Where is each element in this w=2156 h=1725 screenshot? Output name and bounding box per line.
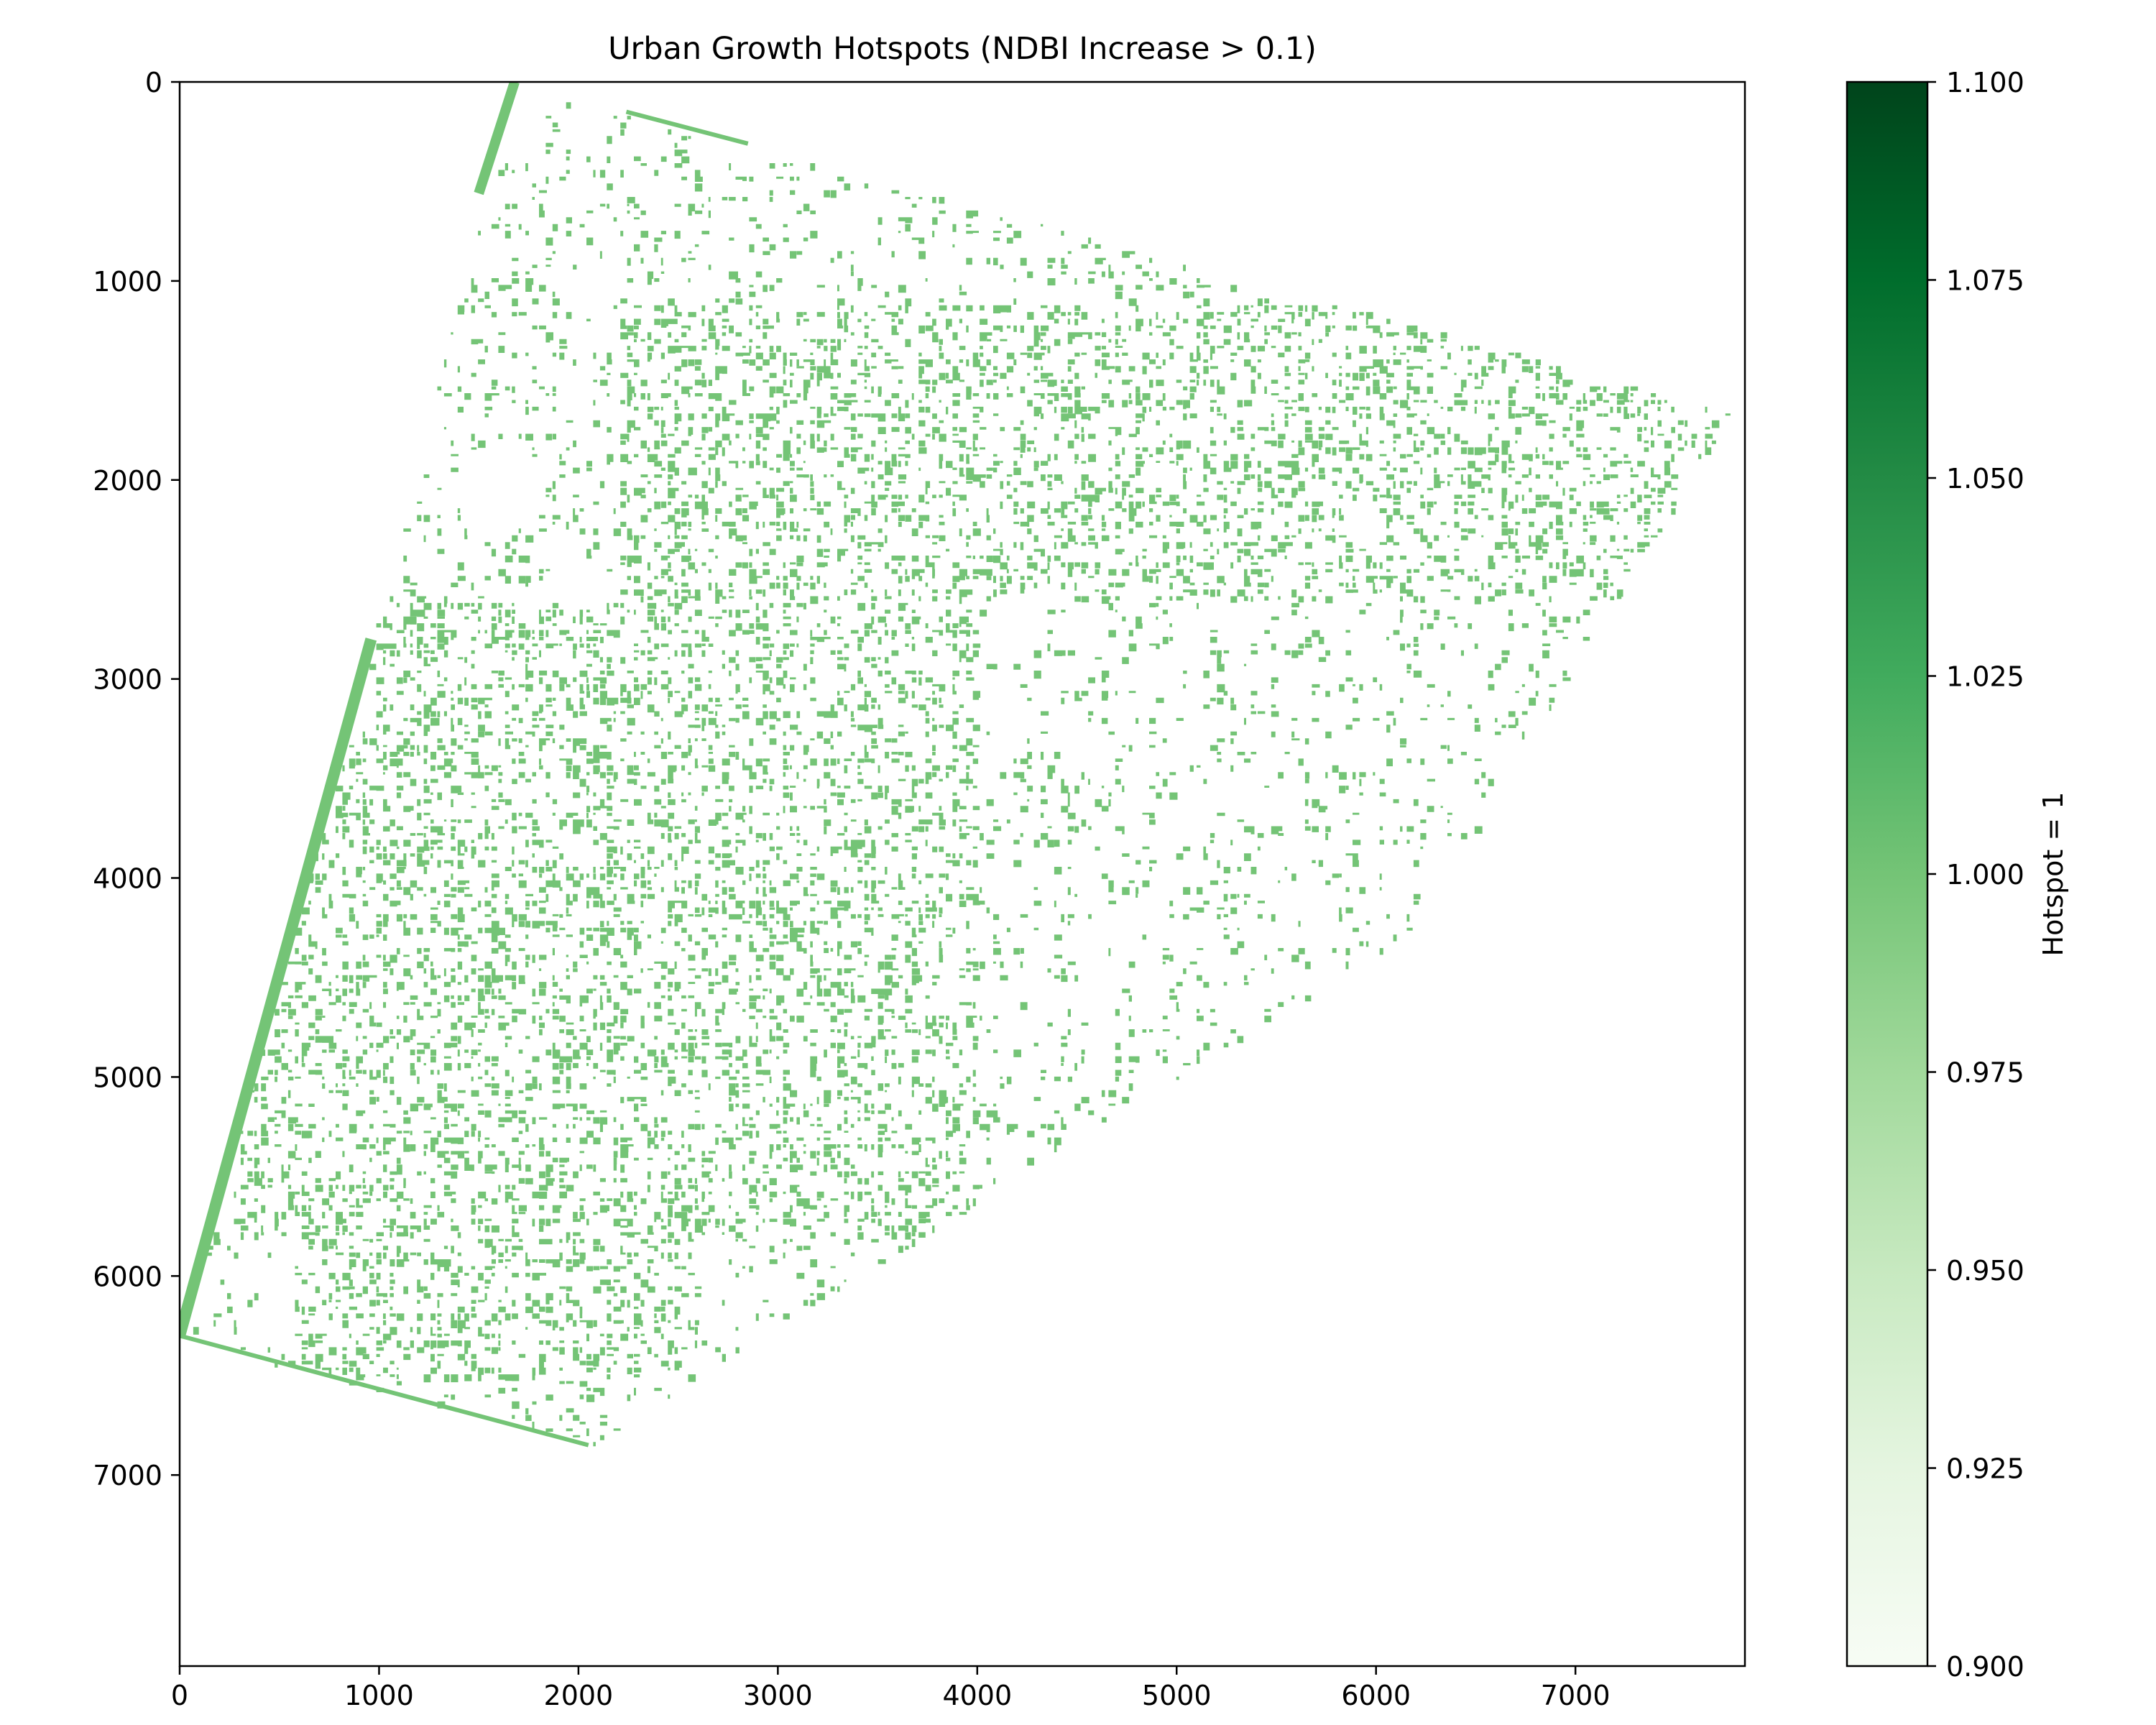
colorbar-tick-label: 0.975: [1946, 1057, 2024, 1089]
y-tick-label: 4000: [93, 863, 162, 895]
x-tick-label: 0: [171, 1680, 188, 1711]
y-tick-label: 7000: [93, 1460, 162, 1491]
x-tick-label: 5000: [1142, 1680, 1212, 1711]
y-tick-label: 0: [145, 67, 162, 98]
colorbar-tick-label: 0.925: [1946, 1453, 2024, 1485]
chart-title: Urban Growth Hotspots (NDBI Increase > 0…: [608, 31, 1317, 67]
colorbar-gradient: [1846, 80, 1929, 1668]
y-tick-label: 3000: [93, 664, 162, 696]
plot-frame: [178, 80, 1746, 1668]
y-tick-label: 6000: [93, 1261, 162, 1292]
colorbar-tick-label: 0.900: [1946, 1651, 2024, 1683]
colorbar-tick-label: 1.000: [1946, 859, 2024, 891]
colorbar-ticks: 0.900 0.925 0.950 0.975 1.000 1.025 1.050 1.075…: [1927, 67, 2024, 1683]
hotspot-raster: [180, 82, 1731, 1448]
x-tick-label: 3000: [743, 1680, 813, 1711]
swath-edge-top: [625, 109, 749, 146]
x-tick-label: 6000: [1341, 1680, 1411, 1711]
colorbar-tick-label: 1.025: [1946, 661, 2024, 693]
y-tick-label: 1000: [93, 266, 162, 298]
x-tick-label: 4000: [942, 1680, 1012, 1711]
y-tick-label: 5000: [93, 1062, 162, 1093]
colorbar-tick-label: 1.100: [1946, 67, 2024, 98]
hotspot-pixels: [193, 102, 1731, 1447]
plot-area: [178, 80, 1746, 1668]
x-tick-label: 7000: [1541, 1680, 1611, 1711]
swath-edge-left: [180, 638, 377, 1338]
y-axis: 0 1000 2000 3000 4000 5000 6000 7000: [93, 67, 180, 1491]
colorbar-label: Hotspot = 1: [2037, 792, 2069, 957]
colorbar-tick-label: 1.050: [1946, 463, 2024, 494]
swath-edge-top-left: [474, 82, 520, 196]
x-axis: 0 1000 2000 3000 4000 5000 6000 7000: [171, 1666, 1611, 1711]
swath-edge-bottom: [180, 1333, 589, 1448]
colorbar-tick-label: 1.075: [1946, 265, 2024, 297]
x-tick-label: 1000: [344, 1680, 414, 1711]
colorbar: 0.900 0.925 0.950 0.975 1.000 1.025 1.050 1.075…: [1846, 67, 2069, 1683]
x-tick-label: 2000: [544, 1680, 614, 1711]
colorbar-tick-label: 0.950: [1946, 1255, 2024, 1287]
y-tick-label: 2000: [93, 465, 162, 497]
